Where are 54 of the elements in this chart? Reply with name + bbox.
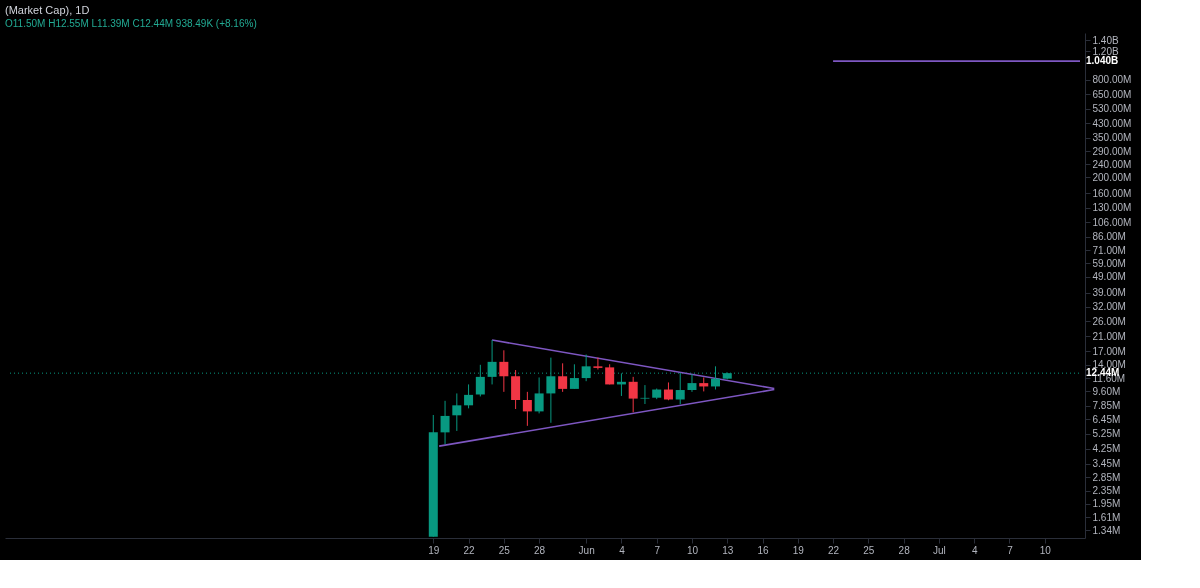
x-tick-label: 22 xyxy=(463,544,476,556)
x-tick-label: 16 xyxy=(757,544,770,556)
y-tick-label: 2.35M xyxy=(1092,485,1121,497)
y-tick-label: 1.34M xyxy=(1092,524,1121,536)
x-tick-label: 7 xyxy=(1007,544,1014,556)
y-tick-label: 290.00M xyxy=(1092,145,1132,157)
y-tick-label: 32.00M xyxy=(1092,301,1126,313)
x-tick-label: 10 xyxy=(1039,544,1052,556)
y-tick-label: 350.00M xyxy=(1092,132,1132,144)
y-tick-label: 650.00M xyxy=(1092,88,1132,100)
y-tick-label: 200.00M xyxy=(1092,171,1132,183)
x-tick-label: 28 xyxy=(534,544,546,556)
y-tick-label: 1.61M xyxy=(1092,511,1121,523)
x-tick-label: 10 xyxy=(686,544,699,556)
y-tick-label: 2.85M xyxy=(1092,471,1121,483)
annotation: 1.040B xyxy=(1086,55,1119,67)
y-tick-label: 1.95M xyxy=(1092,498,1121,510)
y-tick-label: 49.00M xyxy=(1092,271,1126,282)
x-tick-label: 7 xyxy=(654,544,661,556)
x-tick-label: 13 xyxy=(722,544,734,556)
x-tick-label: 19 xyxy=(792,544,805,556)
y-tick-label: 59.00M xyxy=(1092,257,1126,269)
chart-title: (Market Cap), 1D xyxy=(5,4,90,16)
y-tick-label: 130.00M xyxy=(1092,202,1132,214)
x-tick-label: Jun xyxy=(578,544,595,556)
x-tick-label: 25 xyxy=(863,544,875,556)
y-tick-label: 71.00M xyxy=(1092,244,1126,256)
y-tick-label: 530.00M xyxy=(1092,103,1132,115)
y-tick-label: 6.45M xyxy=(1092,413,1121,425)
x-tick-label: 22 xyxy=(828,544,840,556)
y-tick-label: 160.00M xyxy=(1092,187,1132,199)
y-tick-label: 86.00M xyxy=(1092,231,1126,243)
y-tick-label: 4.25M xyxy=(1092,443,1121,455)
y-tick-label: 21.00M xyxy=(1092,330,1126,342)
y-tick-label: 5.25M xyxy=(1092,428,1121,440)
y-tick-label: 430.00M xyxy=(1092,117,1132,129)
y-tick-label: 240.00M xyxy=(1092,159,1132,170)
y-tick-label: 7.85M xyxy=(1092,400,1121,412)
y-tick-label: 3.45M xyxy=(1092,458,1121,470)
y-tick-label: 800.00M xyxy=(1092,74,1132,86)
x-tick-label: Jul xyxy=(933,544,946,556)
y-tick-label: 1.40B xyxy=(1092,34,1119,46)
y-tick-label: 9.60M xyxy=(1092,385,1121,397)
y-tick-label: 1.20B xyxy=(1092,45,1119,57)
y-tick-label: 39.00M xyxy=(1092,287,1126,299)
x-tick-label: 28 xyxy=(898,544,911,556)
chart-subtitle: O11.50M H12.55M L11.39M C12.44M 938.49K (+8.16%) xyxy=(5,18,257,29)
x-tick-label: 4 xyxy=(619,544,626,556)
y-tick-label: 106.00M xyxy=(1092,216,1132,228)
x-tick-label: 25 xyxy=(498,544,511,556)
x-tick-label: 19 xyxy=(428,544,440,556)
x-tick-label: 4 xyxy=(971,544,978,556)
y-tick-label: 26.00M xyxy=(1092,315,1126,327)
y-tick-label: 17.00M xyxy=(1092,345,1126,357)
